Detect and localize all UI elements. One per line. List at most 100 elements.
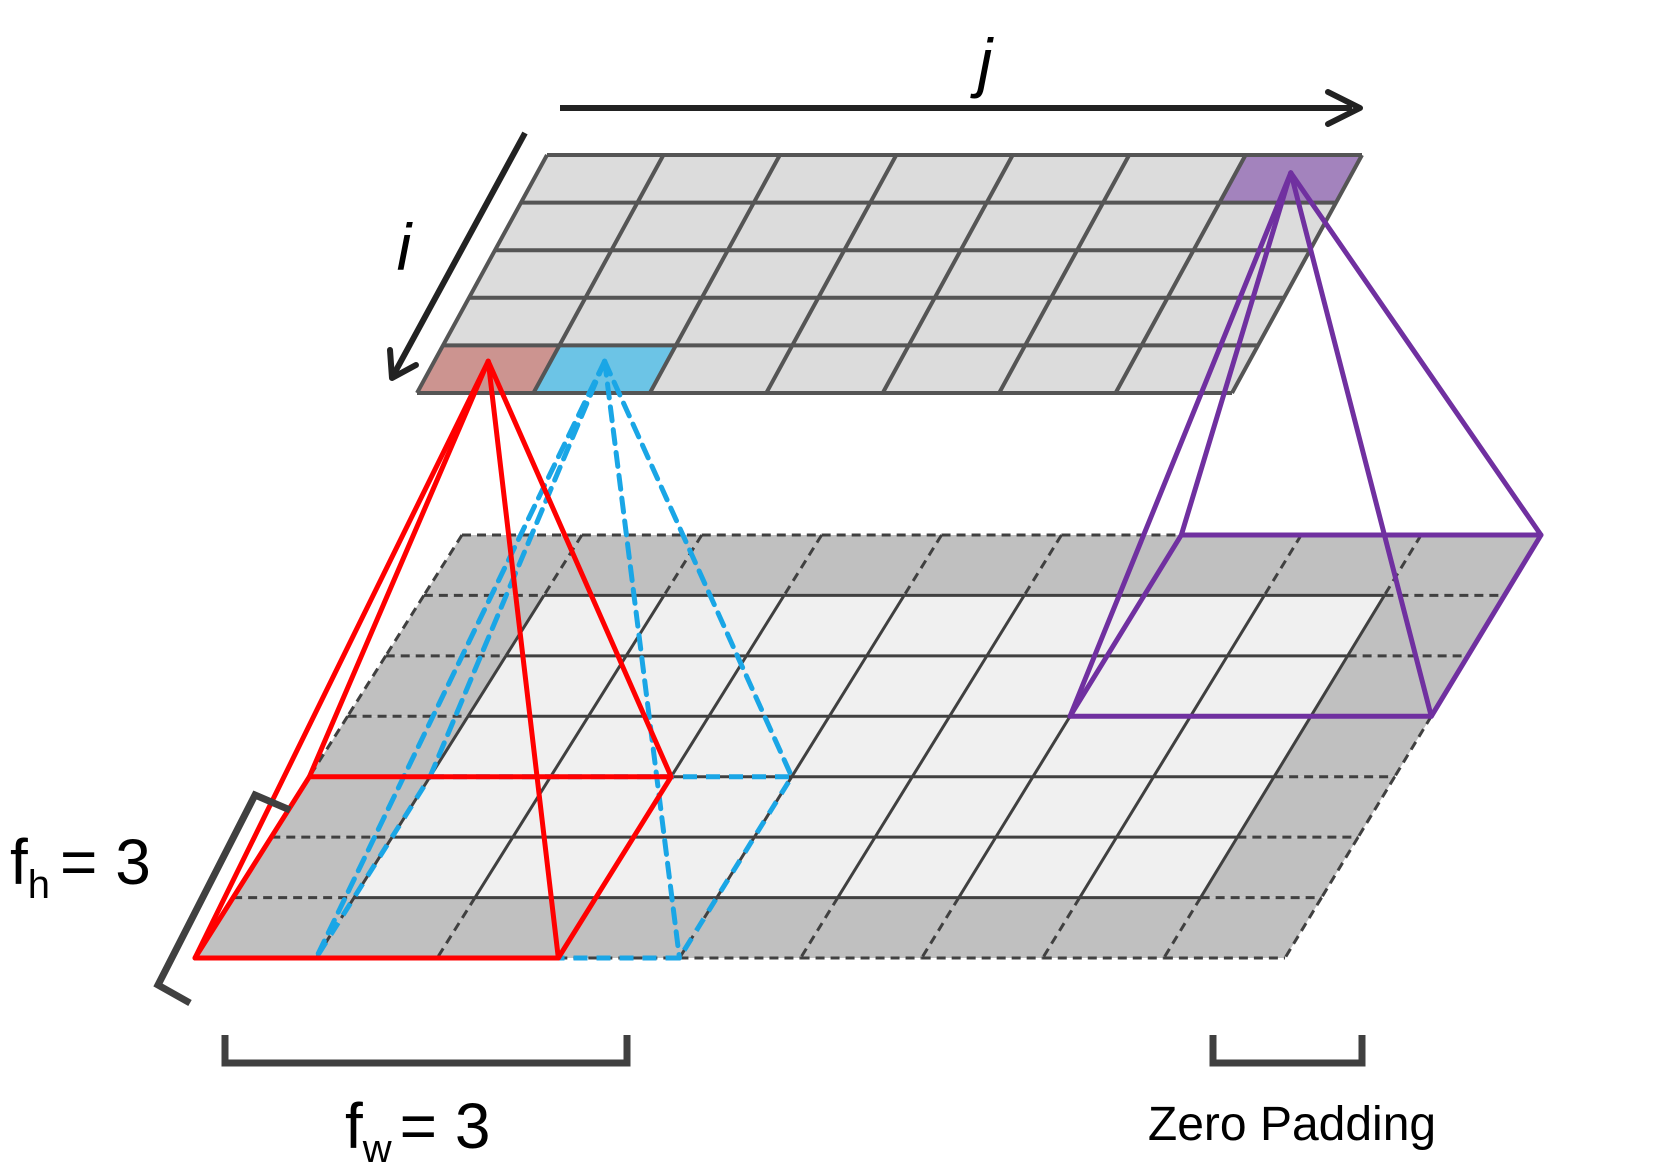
padding-cell [800, 897, 959, 958]
input-grid-line [435, 896, 477, 959]
receptive-fields [192, 170, 1544, 961]
input-cell [875, 776, 1033, 838]
input-cell [837, 837, 996, 898]
fh-bracket [153, 790, 292, 1007]
output-grid-line [531, 154, 666, 394]
input-grid-line [466, 655, 508, 718]
output-background [417, 155, 1362, 393]
fw-bracket [221, 1035, 631, 1067]
output-feature-map [415, 153, 1364, 395]
red-receptive-field-edge [306, 358, 491, 780]
input-grid-line [1283, 896, 1323, 959]
padding-cell [1163, 897, 1322, 958]
axis-j-label: j [970, 25, 995, 99]
input-cell [1190, 655, 1348, 717]
input-grid-line [1162, 896, 1202, 959]
input-grid-line [1152, 715, 1192, 778]
j-axis-arrowhead [1325, 89, 1363, 127]
input-cell [1033, 716, 1191, 777]
padding-cell [784, 535, 942, 596]
padding-cell [1384, 535, 1541, 596]
fh-label-value: = 3 [60, 826, 151, 898]
fw-label-base: f [345, 1090, 363, 1162]
padding-cell [271, 776, 430, 838]
output-grid-line [1230, 154, 1364, 394]
output-grid-line [880, 154, 1015, 394]
padding-cell [1144, 535, 1302, 596]
input-grid-line [473, 836, 515, 899]
input-grid-line [346, 655, 387, 718]
input-cell [392, 776, 551, 838]
input-cell [912, 716, 1070, 777]
input-grid-line [799, 896, 840, 959]
input-grid-line [1189, 655, 1229, 718]
zero-padding-bracket [1209, 1035, 1366, 1067]
input-grid-line [911, 715, 951, 778]
padding-cell [1024, 535, 1182, 596]
fw-label-sub: w [362, 1127, 392, 1171]
input-grid-line [542, 534, 584, 597]
red-receptive-field-edge [485, 358, 674, 780]
input-feature-map [193, 533, 1543, 960]
input-grid-line [511, 775, 552, 838]
input-grid-line [902, 534, 943, 597]
input-cell [354, 837, 513, 898]
input-grid-line [1346, 594, 1386, 657]
input-grid-line [384, 594, 426, 657]
input-grid-line [1041, 896, 1081, 959]
fw-label-value: = 3 [400, 1090, 491, 1162]
output-grid-line [1113, 154, 1248, 394]
input-cell [633, 776, 792, 838]
input-cell [588, 655, 747, 717]
output-grid-line [648, 154, 782, 394]
input-cell [1153, 716, 1311, 777]
input-grid-line [1115, 775, 1155, 838]
input-cell [746, 595, 905, 656]
input-grid-line [782, 534, 823, 597]
input-grid-line [1383, 534, 1423, 597]
input-cell [866, 595, 1025, 656]
input-grid-line [1393, 715, 1433, 778]
output-grid-line [415, 154, 549, 394]
input-grid-line [1022, 534, 1063, 597]
padding-cell [309, 716, 468, 777]
input-grid-line [1226, 594, 1266, 657]
blue-receptive-field-edge [602, 358, 795, 780]
input-cell [1116, 776, 1275, 838]
purple-receptive-field-edge [1288, 170, 1434, 719]
padding-cell [921, 897, 1080, 958]
zero-padding-label: Zero Padding [1148, 1098, 1436, 1151]
input-cell [596, 837, 755, 898]
input-grid-line [662, 534, 704, 597]
input-cell [468, 655, 627, 717]
input-grid-line [1356, 775, 1396, 838]
input-grid-line [422, 534, 464, 597]
red-receptive-field-edge [192, 358, 491, 961]
input-grid-line [1320, 836, 1360, 899]
input-cell [626, 595, 784, 656]
input-grid-line [745, 594, 786, 657]
input-cell [754, 776, 913, 838]
input-cell [671, 716, 830, 777]
input-cell [1107, 595, 1265, 656]
input-grid-line [1078, 836, 1118, 899]
blue-receptive-field-edge [427, 358, 608, 780]
input-grid-line [865, 594, 906, 657]
padding-cell [904, 535, 1062, 596]
purple-receptive-field-edge [1288, 170, 1544, 538]
fh-label-sub: h [28, 863, 50, 907]
padding-cell [423, 535, 582, 596]
purple-receptive-field-edge [1067, 170, 1294, 719]
padding-cell [1042, 897, 1201, 958]
input-cell [1070, 655, 1228, 717]
input-grid-line [549, 715, 590, 778]
purple-receptive-field-edge [1178, 170, 1294, 538]
input-grid-line [308, 715, 349, 778]
fh-label-base: f [10, 826, 28, 898]
input-cell [1079, 837, 1238, 898]
axis-i-label: i [397, 210, 414, 284]
padding-cell [679, 897, 838, 958]
padding-cell [1200, 837, 1359, 898]
padding-cell [1347, 595, 1505, 656]
input-grid-line [873, 775, 914, 838]
